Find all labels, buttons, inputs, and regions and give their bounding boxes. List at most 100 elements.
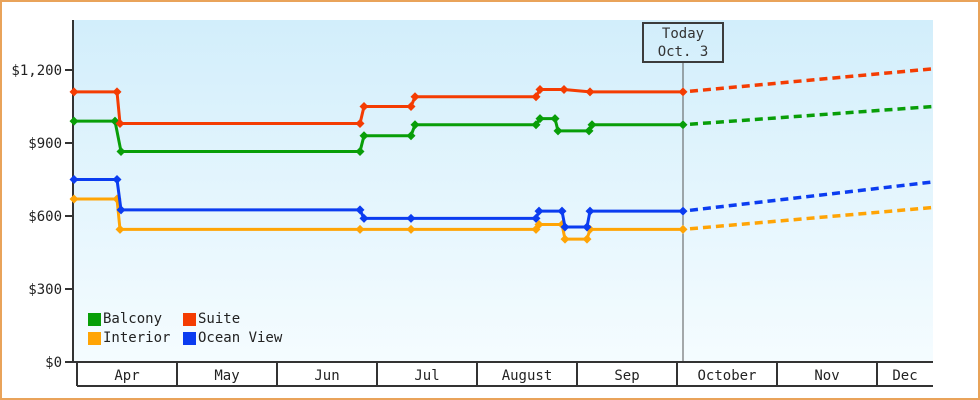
month-separator xyxy=(776,362,778,386)
data-point-marker xyxy=(406,102,416,111)
data-point-marker xyxy=(69,194,79,204)
month-separator xyxy=(76,362,78,386)
y-axis-tick xyxy=(65,142,73,144)
legend-label-interior: Interior xyxy=(103,330,171,346)
data-point-marker xyxy=(355,224,365,234)
legend-swatch-balcony xyxy=(88,312,101,326)
chart-legend: Balcony Suite Interior Ocean View xyxy=(88,311,282,346)
legend-swatch-interior xyxy=(88,331,101,345)
today-annotation: Today Oct. 3 xyxy=(642,22,724,63)
today-date: Oct. 3 xyxy=(657,44,709,60)
data-point-marker xyxy=(112,87,122,97)
y-axis-label: $600 xyxy=(28,209,62,225)
series-projection-balcony xyxy=(689,104,934,126)
data-point-marker xyxy=(116,205,126,215)
x-axis-label-nov: Nov xyxy=(814,368,839,384)
data-point-marker xyxy=(406,224,416,234)
data-point-marker xyxy=(678,87,688,97)
data-point-marker xyxy=(69,87,79,97)
data-point-marker xyxy=(355,147,365,157)
series-line-balcony xyxy=(74,117,683,154)
month-separator xyxy=(176,362,178,386)
series-markers-suite xyxy=(69,84,688,129)
y-axis-tick xyxy=(65,215,73,217)
data-point-marker xyxy=(531,120,541,130)
x-axis-label-jul: Jul xyxy=(414,368,439,384)
data-point-marker xyxy=(410,92,420,102)
data-point-marker xyxy=(534,206,544,216)
data-point-marker xyxy=(560,234,570,244)
data-point-marker xyxy=(69,116,79,126)
x-axis-label-sep: Sep xyxy=(614,368,639,384)
data-point-marker xyxy=(115,119,125,129)
data-point-marker xyxy=(550,114,560,124)
data-point-marker xyxy=(678,120,688,130)
data-point-marker xyxy=(531,213,541,223)
data-point-marker xyxy=(406,213,416,223)
legend-swatch-suite xyxy=(183,312,196,326)
data-point-marker xyxy=(359,102,369,111)
data-point-marker xyxy=(115,224,125,234)
y-axis-label: $300 xyxy=(28,282,62,298)
data-point-marker xyxy=(557,206,567,216)
data-point-marker xyxy=(560,222,570,232)
y-axis-label: $900 xyxy=(28,136,62,152)
data-point-marker xyxy=(585,206,595,216)
legend-item-suite: Suite xyxy=(183,311,282,327)
legend-item-ocean-view: Ocean View xyxy=(183,330,282,346)
month-separator xyxy=(576,362,578,386)
data-point-marker xyxy=(69,175,79,184)
data-point-marker xyxy=(116,147,126,157)
y-axis-label: $0 xyxy=(45,355,62,371)
legend-label-ocean-view: Ocean View xyxy=(198,330,283,346)
x-axis-label-august: August xyxy=(502,368,553,384)
data-point-marker xyxy=(535,114,545,124)
legend-item-interior: Interior xyxy=(88,330,183,346)
series-projection-ocean-view xyxy=(689,180,934,213)
legend-label-balcony: Balcony xyxy=(103,311,163,327)
data-point-marker xyxy=(355,205,365,215)
data-point-marker xyxy=(112,175,122,184)
series-markers-ocean-view xyxy=(69,175,688,232)
today-label: Today xyxy=(661,26,705,42)
series-markers-balcony xyxy=(69,114,688,157)
y-axis-line xyxy=(72,20,74,362)
y-axis-label: $1,200 xyxy=(11,63,62,79)
data-point-marker xyxy=(355,119,365,129)
month-separator xyxy=(276,362,278,386)
data-point-marker xyxy=(406,131,416,141)
data-point-marker xyxy=(587,120,597,130)
series-projection-suite xyxy=(689,67,934,93)
month-separator xyxy=(676,362,678,386)
data-point-marker xyxy=(535,84,545,94)
series-projection-interior xyxy=(689,205,934,231)
x-axis-line xyxy=(72,361,933,363)
x-axis-label-jun: Jun xyxy=(314,368,339,384)
data-point-marker xyxy=(678,224,688,234)
data-point-marker xyxy=(534,220,544,230)
data-point-marker xyxy=(582,222,592,232)
legend-swatch-ocean-view xyxy=(183,331,196,345)
legend-label-suite: Suite xyxy=(198,311,241,327)
data-point-marker xyxy=(359,131,369,141)
month-strip-bottom-line xyxy=(77,385,933,387)
data-point-marker xyxy=(585,87,595,97)
legend-item-balcony: Balcony xyxy=(88,311,183,327)
data-point-marker xyxy=(410,120,420,130)
data-point-marker xyxy=(582,234,592,244)
month-separator xyxy=(476,362,478,386)
month-separator xyxy=(876,362,878,386)
series-line-suite xyxy=(74,87,683,126)
x-axis-label-dec: Dec xyxy=(892,368,917,384)
y-axis-tick xyxy=(65,361,73,363)
data-point-marker xyxy=(559,84,569,94)
data-point-marker xyxy=(531,92,541,102)
y-axis-tick xyxy=(65,69,73,71)
plot-area xyxy=(74,20,933,362)
y-axis-tick xyxy=(65,288,73,290)
data-point-marker xyxy=(678,206,688,216)
x-axis-label-apr: Apr xyxy=(114,368,139,384)
x-axis-label-may: May xyxy=(214,368,239,384)
x-axis-label-october: October xyxy=(697,368,756,384)
